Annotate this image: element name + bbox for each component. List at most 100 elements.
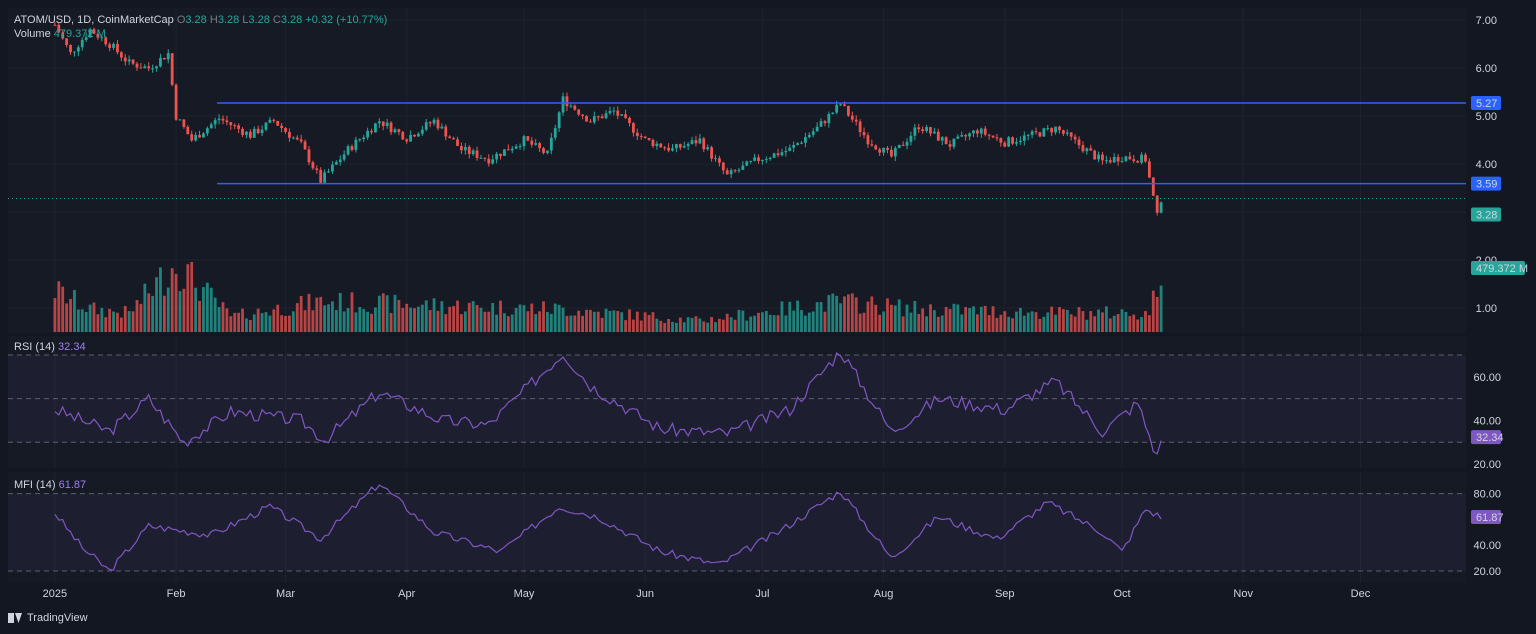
candle-body [569, 105, 573, 107]
candle-body [194, 135, 198, 141]
volume-bar [483, 311, 487, 332]
candle-body [190, 134, 194, 141]
candle-body [205, 128, 209, 134]
candle-body [964, 135, 968, 137]
volume-bar [307, 293, 311, 332]
candle-body [987, 134, 991, 136]
volume-bar [608, 310, 612, 332]
volume-bar [1015, 311, 1018, 332]
candle-body [800, 142, 803, 144]
volume-bar [882, 311, 885, 332]
candle-body [901, 144, 905, 146]
axis-badge-label: 61.87 [1476, 512, 1504, 524]
candle-body [334, 162, 338, 165]
candle-body [131, 59, 135, 64]
candle-body [123, 57, 127, 62]
candle-body [831, 112, 835, 114]
volume-bar [143, 283, 147, 332]
volume-bar [1097, 309, 1100, 332]
price-pane[interactable] [8, 8, 1466, 333]
axis-badge [1471, 96, 1501, 111]
time-tick-label: Jun [636, 588, 654, 600]
candle-body [1030, 131, 1034, 135]
candle-body [1120, 160, 1124, 162]
volume-bar [721, 319, 725, 332]
candle-body [323, 172, 327, 183]
candle-body [96, 33, 100, 38]
volume-bar [655, 318, 659, 332]
volume-bar [940, 315, 944, 332]
mfi-pane[interactable] [8, 472, 1466, 582]
volume-bar [1089, 311, 1093, 332]
volume-bar [1081, 311, 1085, 332]
candle-body [721, 162, 725, 171]
volume-bar [952, 303, 956, 332]
volume-bar [1030, 311, 1034, 332]
volume-bar [53, 298, 57, 332]
volume-bar [377, 295, 381, 332]
candle-body [600, 116, 604, 119]
candle-body [319, 169, 323, 183]
volume-bar [268, 315, 272, 332]
volume-bar [581, 315, 585, 332]
volume-bar [1046, 312, 1050, 332]
candle-body [456, 139, 459, 146]
volume-bar [409, 307, 413, 332]
candle-body [596, 116, 600, 118]
candle-body [280, 125, 284, 129]
volume-bar [815, 302, 819, 332]
rsi-pane[interactable] [8, 336, 1466, 468]
candle-body [1108, 160, 1112, 163]
volume-bar [479, 307, 483, 332]
time-tick-label: Dec [1351, 588, 1371, 600]
volume-bar [972, 306, 975, 332]
volume-bar [718, 318, 721, 332]
candle-body [299, 139, 303, 142]
candle-body [843, 104, 846, 106]
candle-body [260, 129, 264, 134]
volume-bar [659, 320, 663, 332]
volume-bar [850, 293, 854, 332]
candle-body [1101, 154, 1104, 161]
candle-body [893, 148, 897, 157]
volume-bar [1093, 316, 1097, 332]
volume-bar [932, 310, 936, 332]
candles [53, 22, 1163, 216]
volume-bar [61, 286, 65, 332]
volume-bar [889, 304, 893, 332]
candle-body [518, 146, 522, 148]
candle-body [284, 128, 287, 132]
close-value: 3.28 [280, 14, 303, 26]
volume-bar [491, 303, 495, 332]
candle-body [487, 158, 491, 164]
volume-bar [635, 311, 639, 332]
volume-bar [839, 303, 842, 332]
volume-bar [96, 314, 100, 332]
volume-bar [182, 288, 186, 332]
candle-body [393, 129, 397, 133]
volume-bar [725, 313, 729, 332]
volume-bar [147, 293, 151, 332]
volume-bar [57, 281, 61, 332]
candle-body [741, 165, 745, 170]
volume-bar [929, 304, 932, 332]
axis-badge [1471, 176, 1501, 191]
candle-body [135, 63, 139, 68]
tradingview-footer[interactable]: TradingView [8, 612, 88, 624]
time-tick-label: May [514, 588, 535, 600]
candle-body [217, 118, 221, 121]
candle-body [694, 140, 698, 144]
time-tick-label: Oct [1113, 588, 1130, 600]
candle-body [405, 139, 409, 142]
volume-bar [706, 322, 710, 332]
volume-bar [73, 289, 76, 332]
candle-body [73, 51, 76, 53]
time-axis[interactable]: 2025 Feb Mar Apr May Jun Jul Aug Sep Oct Nov Dec [43, 588, 1371, 600]
candle-body [804, 137, 807, 143]
candle-body [499, 153, 502, 156]
volume-bar [549, 313, 553, 332]
candle-body [870, 144, 874, 146]
volume-bar [198, 300, 201, 332]
volume-bar [1003, 311, 1007, 332]
